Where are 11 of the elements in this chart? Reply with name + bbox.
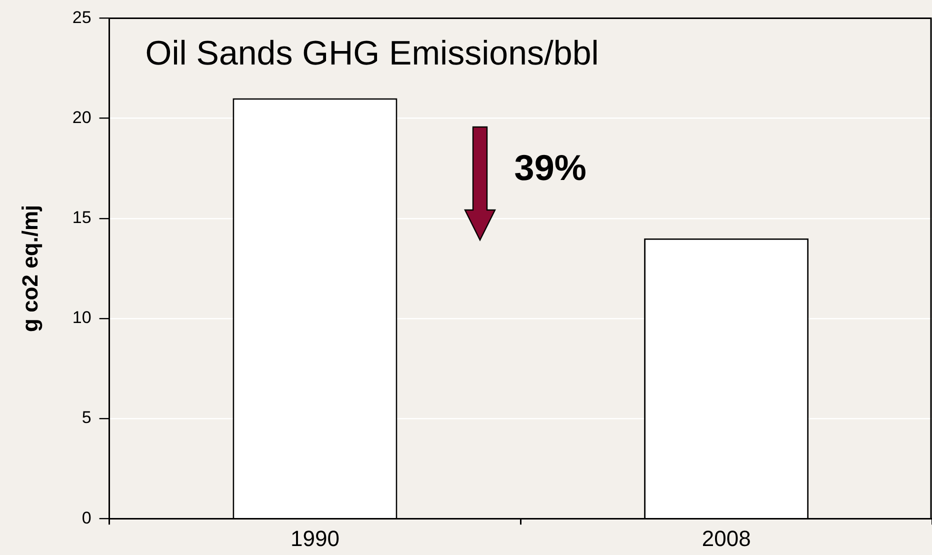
text: Oil Sands GHG Emissions/bbl [145,34,599,73]
x-tick-label: 2008 [702,526,751,551]
y-axis-title: g co2 eq./mj [17,204,42,332]
annotation: 39% [514,147,586,188]
y-tick-label: 10 [72,308,92,328]
y-tick-label: 15 [72,208,92,228]
y-tick-label: 20 [72,108,92,127]
x-tick-label: 1990 [290,526,340,551]
y-tick-label: 0 [82,508,92,528]
y-tick-label: 5 [82,408,92,428]
y-tick-label: 25 [72,8,92,27]
